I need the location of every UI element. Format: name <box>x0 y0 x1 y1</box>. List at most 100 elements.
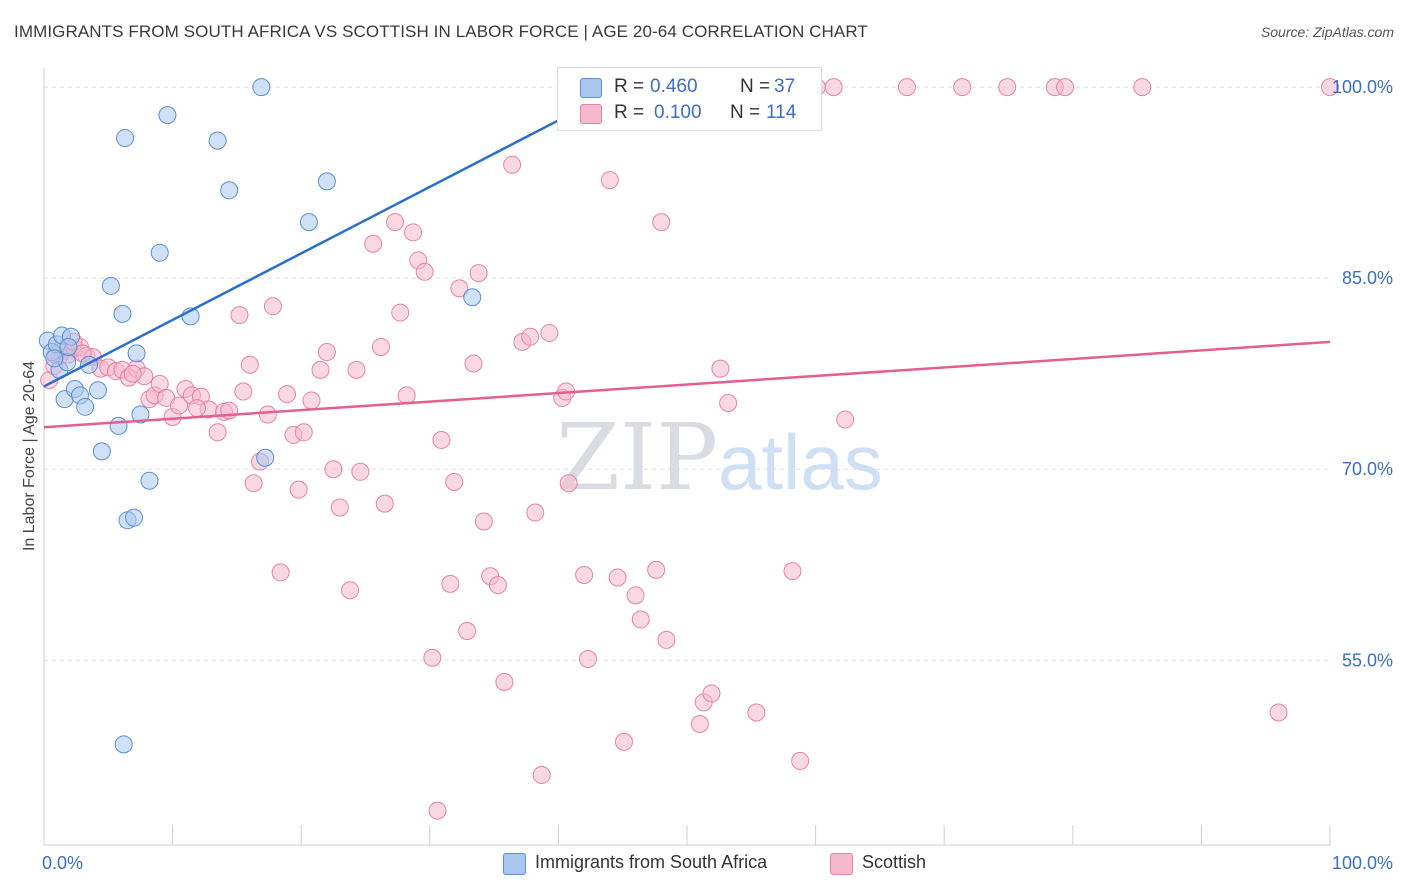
scottish-point <box>626 586 645 605</box>
scottish-point <box>258 405 277 424</box>
south-africa-point <box>299 213 318 232</box>
scottish-point <box>391 303 410 322</box>
axes <box>43 68 1331 846</box>
series-swatch-pink <box>830 853 853 875</box>
scottish-point <box>690 714 709 733</box>
scottish-point <box>317 343 336 362</box>
scottish-point <box>428 801 447 820</box>
y-tick-label: 100.0% <box>1332 77 1393 97</box>
scottish-point <box>441 574 460 593</box>
scottish-point <box>415 262 434 281</box>
scottish-point <box>783 562 802 581</box>
south-africa-point <box>256 448 275 467</box>
chart-title: IMMIGRANTS FROM SOUTH AFRICA VS SCOTTISH… <box>14 22 868 41</box>
scottish-point <box>347 360 366 379</box>
scottish-point <box>278 385 297 404</box>
scottish-point <box>311 360 330 379</box>
scottish-point <box>397 386 416 405</box>
scottish-point <box>1269 703 1288 722</box>
scottish-point <box>702 684 721 703</box>
scottish-point <box>123 364 142 383</box>
x-tick-labels: 0.0% 100.0% <box>42 853 1393 873</box>
scottish-point <box>747 703 766 722</box>
south-africa-point <box>131 405 150 424</box>
legend-swatch-blue <box>580 78 602 98</box>
south-africa-point <box>252 78 271 97</box>
scottish-points <box>40 78 1339 820</box>
watermark: ZIP atlas <box>556 404 883 511</box>
scottish-point <box>647 560 666 579</box>
south-africa-point <box>109 416 128 435</box>
y-tick-label: 85.0% <box>1342 268 1393 288</box>
scottish-point <box>824 78 843 97</box>
scottish-point <box>1133 78 1152 97</box>
scottish-point <box>953 78 972 97</box>
scottish-point <box>244 474 263 493</box>
scottish-point <box>458 622 477 641</box>
south-africa-point <box>208 131 227 150</box>
series-label-south-africa: Immigrants from South Africa <box>535 852 768 872</box>
scottish-point <box>220 401 239 420</box>
south-africa-point <box>45 349 64 368</box>
south-africa-point <box>127 344 146 363</box>
series-swatch-blue <box>503 853 526 875</box>
south-africa-point <box>114 735 133 754</box>
scottish-point <box>450 279 469 298</box>
scottish-point <box>208 423 227 442</box>
south-africa-point <box>463 288 482 307</box>
south-africa-point <box>125 508 144 527</box>
scottish-point <box>540 323 559 342</box>
scottish-point <box>423 648 442 667</box>
south-africa-trend-line <box>43 85 624 388</box>
grid-lines <box>44 86 1330 661</box>
scottish-point <box>170 396 189 415</box>
scottish-point <box>464 354 483 373</box>
legend-n-label: N = <box>730 102 761 123</box>
legend-r-label: R = <box>614 76 645 97</box>
scottish-point <box>263 297 282 316</box>
scottish-point <box>432 430 451 449</box>
scottish-point <box>600 171 619 190</box>
scottish-point <box>1056 78 1075 97</box>
scottish-point <box>404 223 423 242</box>
legend-swatch-pink <box>580 104 602 124</box>
chart-source: Source: ZipAtlas.com <box>1260 24 1394 40</box>
scottish-point <box>371 337 390 356</box>
south-africa-point <box>150 243 169 262</box>
scottish-point <box>608 568 627 587</box>
scottish-point <box>578 650 597 669</box>
y-tick-labels: 55.0% 70.0% 85.0% 100.0% <box>1332 77 1393 670</box>
x-tick-label-max: 100.0% <box>1332 853 1393 873</box>
south-africa-point <box>113 304 132 323</box>
scottish-point <box>375 494 394 513</box>
correlation-legend: R = 0.460 N = 37 R = 0.100 N = 114 <box>557 67 822 131</box>
scottish-point <box>240 355 259 374</box>
south-africa-points <box>38 78 619 754</box>
x-tick-label-min: 0.0% <box>42 853 83 873</box>
south-africa-point <box>59 337 78 356</box>
scottish-point <box>614 732 633 751</box>
legend-n-value: 37 <box>774 76 796 97</box>
scottish-point <box>711 359 730 378</box>
south-africa-point <box>220 181 239 200</box>
watermark-zip: ZIP <box>556 404 718 511</box>
scottish-point <box>294 423 313 442</box>
south-africa-point <box>140 471 159 490</box>
y-tick-label: 55.0% <box>1342 650 1393 670</box>
scottish-point <box>503 155 522 174</box>
scottish-point <box>998 78 1017 97</box>
scottish-point <box>791 751 810 770</box>
scottish-point <box>234 382 253 401</box>
scottish-trend-line <box>43 340 1331 429</box>
scottish-point <box>526 503 545 522</box>
scottish-point <box>897 78 916 97</box>
scottish-point <box>657 630 676 649</box>
scottish-point <box>488 576 507 595</box>
scottish-point <box>289 480 308 499</box>
scottish-point <box>631 610 650 629</box>
legend-r-value: 0.100 <box>654 102 702 123</box>
legend-n-value: 114 <box>766 102 797 123</box>
legend-n-label: N = <box>740 76 771 97</box>
scottish-point <box>324 460 343 479</box>
legend-r-value: 0.460 <box>650 76 698 97</box>
